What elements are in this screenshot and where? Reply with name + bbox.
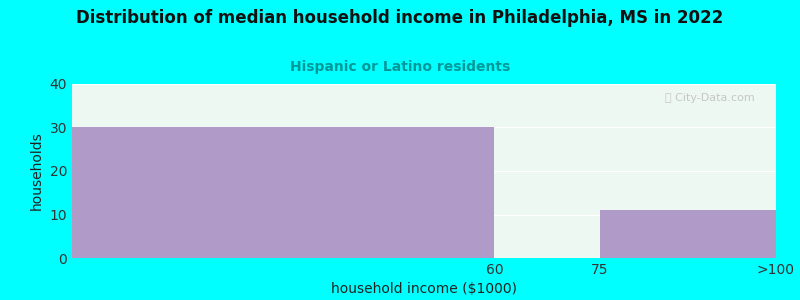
Text: Ⓢ City-Data.com: Ⓢ City-Data.com (665, 93, 755, 103)
Bar (72, 128, 494, 258)
Y-axis label: households: households (30, 132, 44, 210)
Text: Distribution of median household income in Philadelphia, MS in 2022: Distribution of median household income … (76, 9, 724, 27)
Bar (600, 210, 776, 258)
Text: Hispanic or Latino residents: Hispanic or Latino residents (290, 60, 510, 74)
X-axis label: household income ($1000): household income ($1000) (331, 282, 517, 296)
